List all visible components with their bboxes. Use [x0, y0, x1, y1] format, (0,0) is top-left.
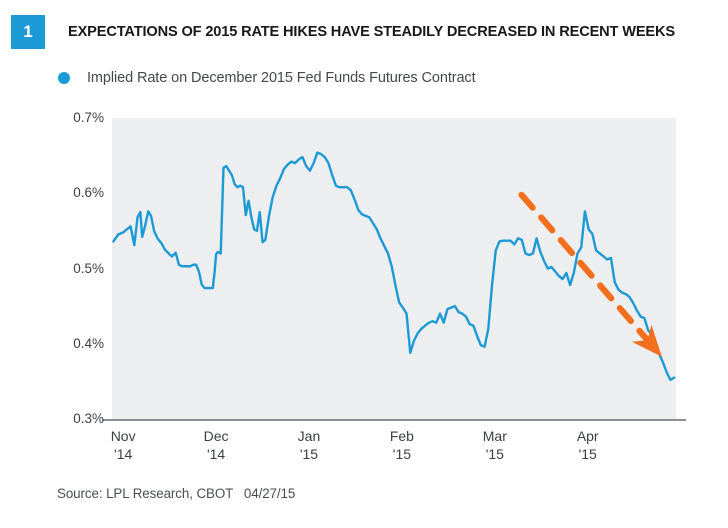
page-header: 1 EXPECTATIONS OF 2015 RATE HIKES HAVE S… [0, 12, 728, 52]
circle-marker-icon [58, 72, 70, 84]
source-note: Source: LPL Research, CBOT 04/27/15 [57, 486, 296, 501]
y-axis-tick-label: 0.5% [73, 260, 104, 276]
y-axis-tick-label: 0.3% [73, 411, 104, 426]
y-axis-tick-label: 0.4% [73, 335, 104, 351]
page-title: EXPECTATIONS OF 2015 RATE HIKES HAVE STE… [68, 23, 675, 40]
x-axis-tick-label: Dec '14 [203, 428, 229, 462]
x-axis-baseline [102, 419, 686, 421]
x-axis-tick-label: Feb '15 [389, 428, 414, 462]
x-axis-tick-label: Jan '15 [297, 428, 321, 462]
legend-item-label: Implied Rate on December 2015 Fed Funds … [87, 69, 476, 86]
x-axis-tick-label: Nov '14 [110, 428, 136, 462]
y-axis-tick-label: 0.7% [73, 110, 104, 125]
plot-area-background [112, 118, 676, 419]
x-axis-tick-label: Mar '15 [482, 428, 507, 462]
y-axis-tick-label: 0.6% [73, 185, 104, 201]
figure-number-badge: 1 [11, 15, 45, 49]
chart-legend: Implied Rate on December 2015 Fed Funds … [58, 68, 476, 88]
x-axis-tick-label: Apr '15 [576, 428, 599, 462]
